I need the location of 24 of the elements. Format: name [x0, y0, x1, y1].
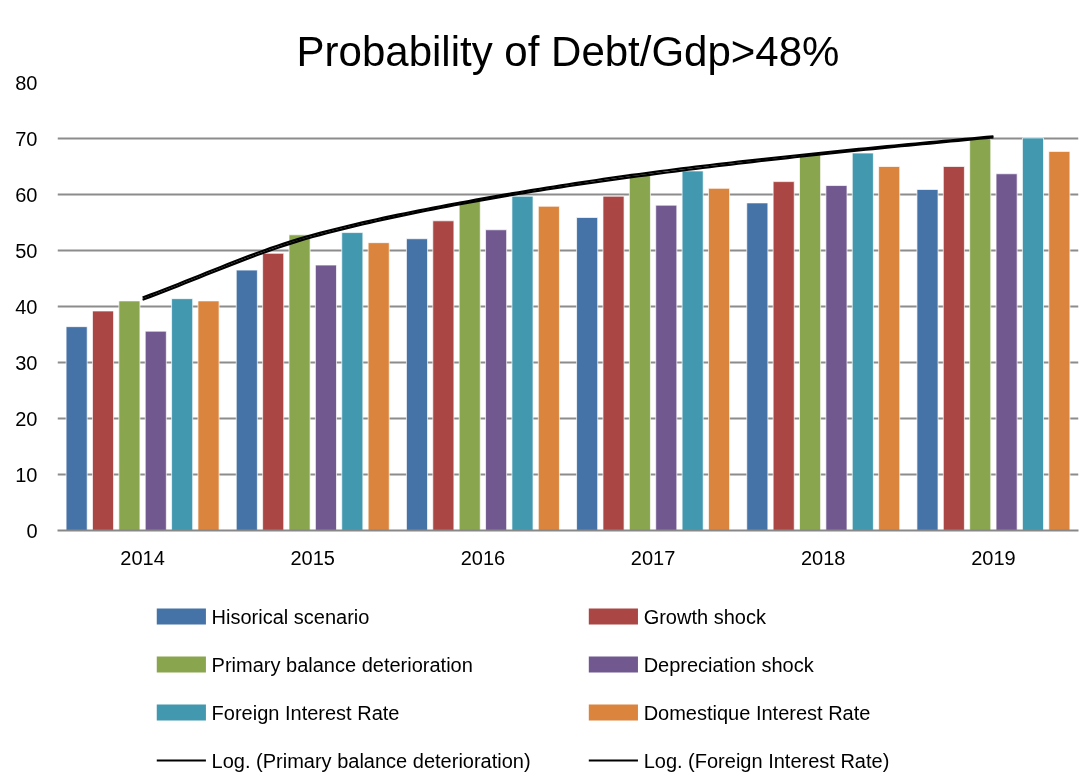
x-tick-label: 2018: [801, 546, 846, 569]
y-tick-label: 20: [15, 407, 38, 430]
y-tick-label: 80: [15, 71, 38, 94]
legend-label: Hisorical scenario: [211, 605, 370, 628]
legend-label: Growth shock: [643, 605, 767, 628]
y-tick-label: 40: [15, 295, 38, 318]
x-tick-label: 2016: [460, 546, 506, 569]
x-tick-label: 2019: [971, 546, 1016, 569]
chart-title: Probability of Debt/Gdp>48%: [296, 27, 840, 75]
x-tick-label: 2014: [120, 546, 165, 569]
y-tick-label: 30: [15, 351, 38, 374]
legend-label: Log. (Primary balance deterioration): [211, 749, 531, 772]
y-tick-label: 0: [26, 519, 38, 542]
y-tick-label: 60: [15, 183, 38, 206]
x-tick-label: 2017: [630, 546, 676, 569]
legend-label: Primary balance deterioration: [211, 653, 473, 676]
legend-label: Domestique Interest Rate: [643, 701, 871, 724]
legend-label: Log. (Foreign Interest Rate): [643, 749, 890, 772]
y-tick-label: 70: [15, 127, 38, 150]
legend-label: Foreign Interest Rate: [211, 701, 400, 724]
legend-label: Depreciation shock: [643, 653, 815, 676]
y-tick-label: 50: [15, 239, 38, 262]
y-tick-label: 10: [15, 463, 38, 486]
x-tick-label: 2015: [290, 546, 335, 569]
